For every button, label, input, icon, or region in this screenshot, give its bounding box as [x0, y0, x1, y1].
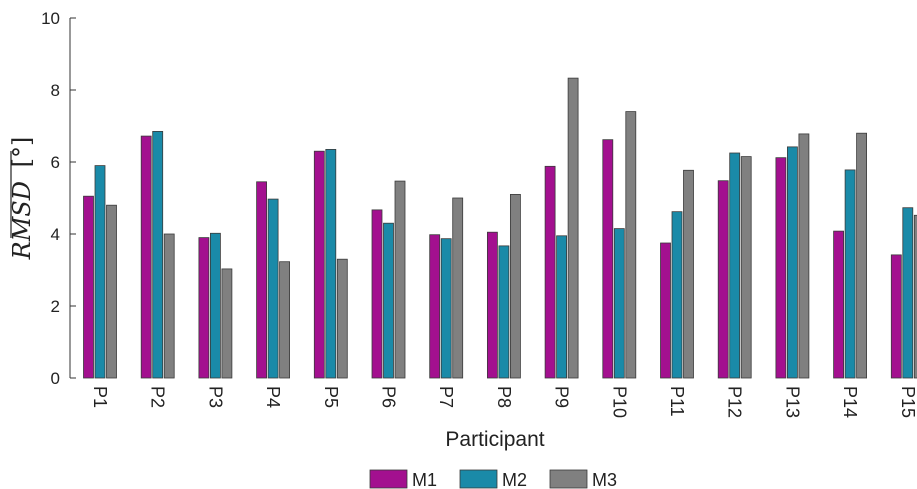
- bar-m1-p13: [775, 157, 787, 379]
- y-tick-label: 2: [51, 297, 60, 316]
- bar-m1-p12: [717, 180, 729, 379]
- bar-m3-p3: [221, 268, 233, 379]
- legend-swatch-m2: [459, 469, 498, 489]
- bar-m2-p12: [729, 152, 741, 379]
- bar-m3-p12: [740, 156, 752, 379]
- x-tick-label: P10: [609, 386, 629, 418]
- bar-m2-p7: [440, 238, 452, 379]
- x-tick-label: P11: [667, 386, 687, 417]
- x-tick-label: P15: [898, 386, 917, 418]
- bar-m1-p9: [544, 165, 556, 379]
- legend-swatch-m3: [549, 469, 588, 489]
- x-tick-label: P13: [782, 386, 802, 418]
- bar-m2-p14: [844, 169, 856, 379]
- bar-m3-p7: [452, 197, 464, 379]
- x-tick-label: P3: [205, 386, 225, 408]
- legend: M1 M2 M3: [369, 469, 617, 489]
- bar-m3-p13: [798, 133, 810, 379]
- y-tick-label: 6: [51, 153, 60, 172]
- bar-m2-p5: [325, 148, 337, 379]
- bar-m1-p7: [429, 234, 441, 379]
- x-tick-label: P12: [725, 386, 745, 418]
- bar-m2-p4: [267, 198, 279, 379]
- bar-m1-p2: [140, 135, 152, 379]
- bar-m1-p6: [371, 209, 383, 379]
- bar-m2-p3: [209, 232, 221, 379]
- x-tick-label: P4: [263, 386, 283, 408]
- bar-m2-p13: [787, 146, 798, 379]
- x-tick-label: P9: [552, 386, 572, 408]
- y-tick-label: 4: [51, 225, 60, 244]
- bar-m2-p2: [152, 130, 164, 379]
- bar-m1-p8: [486, 231, 498, 379]
- bar-m3-p9: [567, 77, 579, 379]
- x-tick-label: P6: [379, 386, 399, 408]
- x-tick-label: P8: [494, 386, 514, 408]
- x-tick-label: P7: [436, 386, 456, 408]
- bar-m2-p15: [902, 207, 914, 379]
- bar-m2-p6: [383, 222, 394, 379]
- bar-m1-p10: [602, 139, 614, 379]
- bar-m3-p1: [106, 204, 117, 379]
- x-axis-title: Participant: [445, 428, 544, 451]
- bar-m1-p11: [660, 242, 671, 379]
- bar-m1-p4: [256, 181, 268, 379]
- bar-m2-p10: [613, 228, 625, 379]
- x-tick-label: P2: [148, 386, 168, 408]
- bar-m3-p2: [163, 233, 175, 379]
- bar-m3-p14: [856, 132, 867, 379]
- bar-m3-p11: [683, 169, 694, 379]
- bar-m3-p15: [913, 214, 917, 379]
- bar-m2-p8: [498, 245, 510, 379]
- y-axis-title: RMSD [°]: [8, 137, 36, 261]
- bar-m3-p4: [279, 261, 291, 379]
- y-ticks: 0 2 4 6 8 10: [41, 9, 76, 388]
- y-tick-label: 8: [51, 81, 60, 100]
- y-tick-label: 10: [41, 9, 60, 28]
- x-tick-label: P14: [840, 386, 860, 418]
- y-tick-label: 0: [51, 369, 60, 388]
- bar-m1-p14: [833, 230, 844, 379]
- bars: [83, 77, 917, 379]
- y-axis-title-unit: [°]: [8, 137, 36, 168]
- legend-label-m3: M3: [592, 470, 617, 489]
- x-tick-label: P1: [90, 386, 110, 408]
- y-axis-title-symbol: RMSD: [8, 181, 36, 260]
- bar-m1-p1: [83, 195, 94, 379]
- y-axis: 0 2 4 6 8 10 RMSD [°]: [8, 9, 76, 388]
- bar-m1-p5: [313, 150, 325, 379]
- x-tick-label: P5: [321, 386, 341, 408]
- bar-m2-p11: [671, 211, 683, 379]
- bar-m3-p8: [509, 193, 521, 379]
- bar-m1-p15: [890, 254, 902, 379]
- bar-m2-p1: [94, 165, 106, 379]
- bar-m1-p3: [198, 237, 210, 379]
- legend-swatch-m1: [369, 469, 408, 489]
- x-ticks: P1 P2 P3 P4 P5 P6 P7 P8 P9 P10 P11 P12 P13 P14 P15: [90, 386, 917, 418]
- legend-label-m1: M1: [412, 470, 437, 489]
- bar-m2-p9: [556, 235, 567, 379]
- bar-m3-p5: [336, 258, 348, 379]
- bar-m3-p6: [394, 180, 406, 379]
- legend-label-m2: M2: [502, 470, 527, 489]
- bar-m3-p10: [625, 111, 637, 379]
